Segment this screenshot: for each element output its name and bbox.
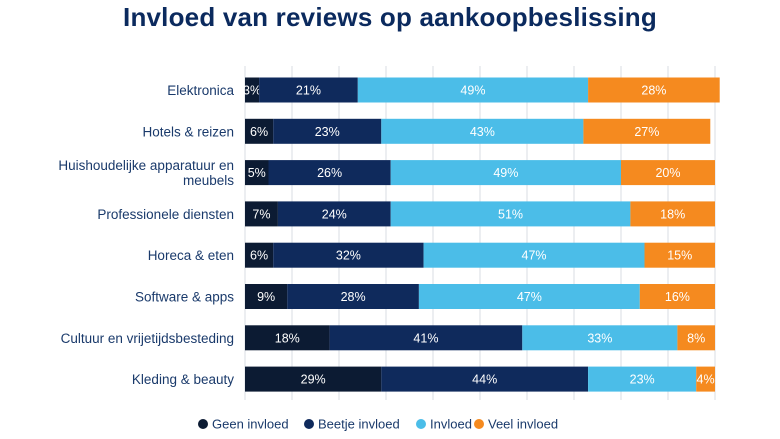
bar-segment [644, 242, 715, 268]
bar-segment [259, 77, 358, 103]
data-label: 29% [301, 373, 326, 387]
data-label: 24% [322, 207, 347, 221]
data-label: 6% [250, 249, 268, 263]
bar-segment [245, 201, 278, 227]
data-label: 20% [655, 166, 680, 180]
bar-segment [273, 118, 382, 144]
data-label: 49% [460, 84, 485, 98]
bar-segment [381, 366, 589, 392]
data-label: 5% [248, 166, 266, 180]
data-label: 27% [634, 125, 659, 139]
bar-segment [329, 325, 523, 351]
bar-segment [268, 160, 391, 186]
legend-marker [304, 419, 314, 429]
bar-segment [390, 160, 621, 186]
bar-segment [245, 366, 382, 392]
data-label: 51% [498, 207, 523, 221]
data-label: 23% [315, 125, 340, 139]
bar-segment [381, 118, 584, 144]
category-label: Professionele diensten [97, 207, 234, 222]
bar-segment [423, 242, 645, 268]
data-label: 23% [630, 373, 655, 387]
category-label: Elektronica [167, 83, 234, 98]
legend: Geen invloed Beetje invloed Invloed Veel in… [198, 417, 558, 432]
data-label: 33% [587, 331, 612, 345]
category-labels: Elektronica Hotels & reizen Huishoudelijke… [58, 83, 234, 387]
chart-title: Invloed van reviews op aankoopbeslissing [123, 2, 657, 32]
bar-segment [245, 118, 274, 144]
legend-label: Veel invloed [488, 417, 558, 432]
legend-marker [198, 419, 208, 429]
category-label: Hotels & reizen [142, 124, 234, 139]
bar-segment [583, 118, 711, 144]
legend-label: Invloed [430, 417, 472, 432]
category-label: Huishoudelijke apparatuur en [58, 158, 234, 173]
category-label: Horeca & eten [148, 248, 234, 263]
legend-label: Beetje invloed [318, 417, 400, 432]
bar-segment [245, 284, 288, 309]
data-label: 28% [641, 84, 666, 98]
bar-segment [696, 366, 715, 392]
bar-segment [245, 77, 260, 103]
data-label: 43% [470, 125, 495, 139]
data-label: 47% [517, 290, 542, 304]
legend-label: Geen invloed [212, 417, 289, 432]
data-label: 44% [472, 373, 497, 387]
legend-marker [474, 419, 484, 429]
data-label: 7% [252, 207, 270, 221]
category-label: meubels [183, 173, 234, 188]
bar-segment [677, 325, 715, 351]
data-label: 4% [697, 373, 715, 387]
bar-segment [390, 201, 631, 227]
bar-segment [287, 284, 419, 309]
data-label: 16% [665, 290, 690, 304]
bar-segment [357, 77, 589, 103]
data-label: 18% [275, 331, 300, 345]
data-label: 41% [413, 331, 438, 345]
bar-segment [245, 160, 269, 186]
bar-segment [588, 366, 697, 392]
data-label: 32% [336, 249, 361, 263]
data-label: 21% [296, 84, 321, 98]
bar-segment [522, 325, 678, 351]
bar-segment [277, 201, 391, 227]
data-label: 15% [667, 249, 692, 263]
data-label: 49% [493, 166, 518, 180]
category-label: Cultuur en vrijetijdsbesteding [61, 331, 234, 346]
data-label: 26% [317, 166, 342, 180]
data-label: 18% [660, 207, 685, 221]
bar-segment [245, 242, 274, 268]
bar-segment [245, 325, 330, 351]
data-label: 3% [243, 84, 261, 98]
legend-marker [416, 419, 426, 429]
bar-segment [273, 242, 424, 268]
data-label: 6% [250, 125, 268, 139]
bars: 3% 21% 49% 28% 6% 23% 43% 27% 5% 26% 49% 20% 7% 24% 51… [243, 77, 720, 392]
category-label: Software & apps [135, 290, 234, 305]
bar-segment [418, 284, 640, 309]
data-label: 9% [257, 290, 275, 304]
bar-segment [639, 284, 715, 309]
data-label: 28% [341, 290, 366, 304]
data-label: 47% [522, 249, 547, 263]
bar-segment [621, 160, 715, 186]
data-label: 8% [687, 331, 705, 345]
category-label: Kleding & beauty [132, 372, 234, 387]
bar-segment [630, 201, 715, 227]
bar-segment [588, 77, 720, 103]
